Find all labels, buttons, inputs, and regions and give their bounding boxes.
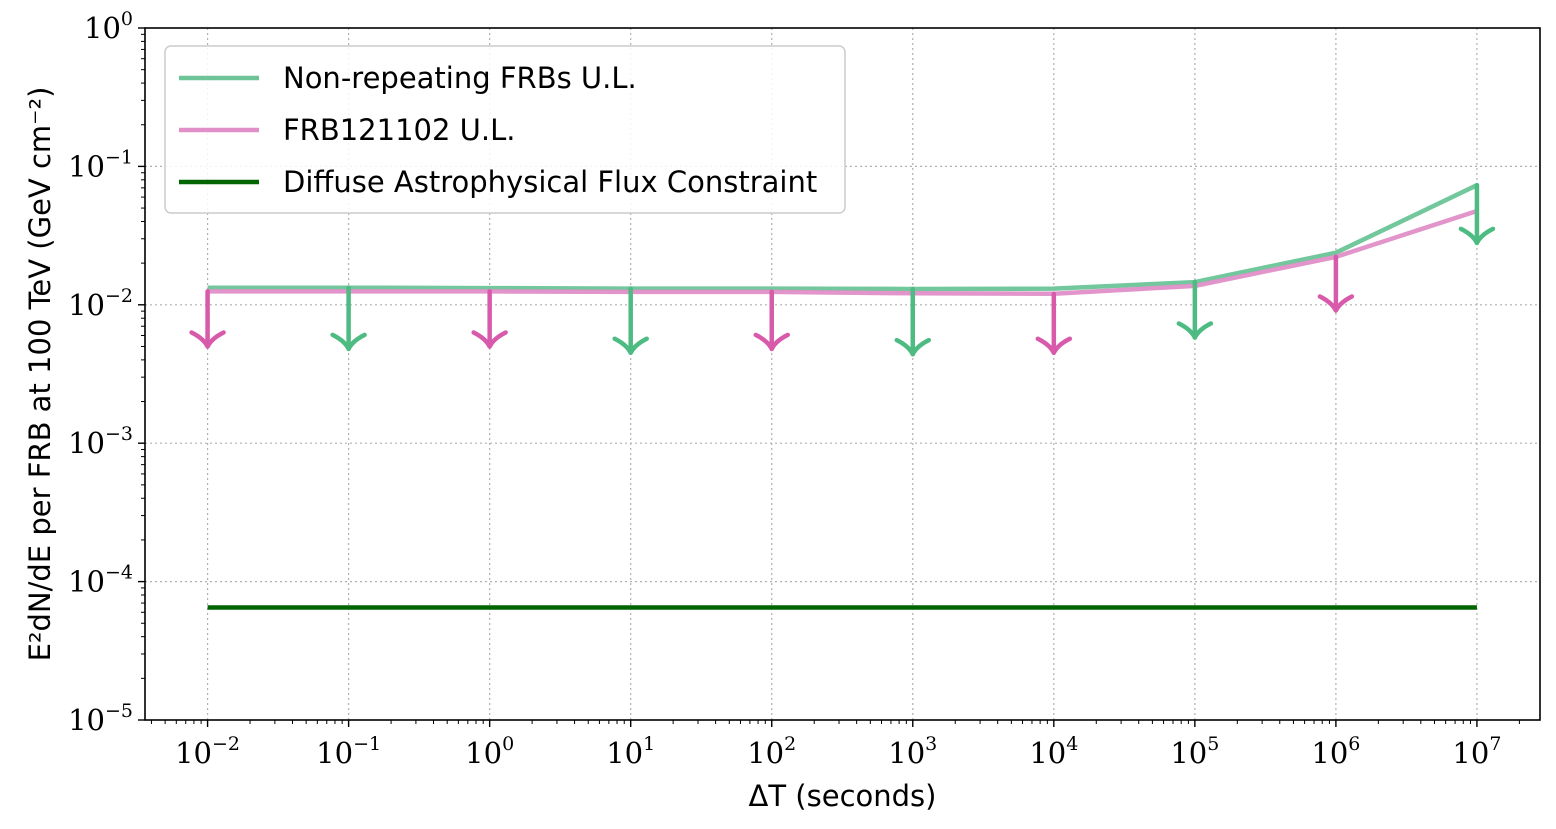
x-tick-exp: −1 <box>353 733 381 755</box>
x-tick-base: 10 <box>1311 736 1348 770</box>
upper-limit-arrow <box>330 285 367 352</box>
x-tick-base: 10 <box>465 736 502 770</box>
y-tick-exp: 0 <box>121 8 133 30</box>
x-tick-exp: 5 <box>1207 733 1219 755</box>
x-axis: 10−2 10−1 100 101 102 103 104 105 106 107 <box>150 720 1520 770</box>
y-tick-label: 10−4 <box>68 562 133 599</box>
y-tick-label: 10−5 <box>68 700 133 737</box>
upper-limit-arrows <box>189 182 1496 357</box>
upper-limit-arrow <box>1176 279 1214 340</box>
y-tick-base: 10 <box>68 288 105 322</box>
x-tick-base: 10 <box>1452 736 1489 770</box>
x-tick-exp: 0 <box>502 733 514 755</box>
legend-box <box>164 45 846 214</box>
upper-limit-arrow <box>471 289 508 349</box>
x-tick-label: 107 <box>1452 733 1501 770</box>
x-tick-label: 10−2 <box>175 733 240 770</box>
x-tick-label: 105 <box>1170 733 1219 770</box>
x-axis-label: ΔT (seconds) <box>749 779 937 813</box>
x-tick-exp: 1 <box>643 733 655 755</box>
y-tick-base: 10 <box>84 11 121 45</box>
y-tick-label: 100 <box>84 8 133 45</box>
y-tick-exp: −1 <box>105 146 133 168</box>
y-tick-exp: −3 <box>105 423 133 445</box>
x-tick-base: 10 <box>1170 736 1207 770</box>
legend-entry-label: FRB121102 U.L. <box>283 113 515 147</box>
x-tick-base: 10 <box>606 736 643 770</box>
x-tick-label: 101 <box>606 733 655 770</box>
y-tick-label: 10−2 <box>68 285 133 322</box>
upper-limit-arrow <box>1035 291 1073 356</box>
y-axis-label: E²dN/dE per FRB at 100 TeV (GeV cm⁻²) <box>23 87 57 662</box>
upper-limit-arrow <box>189 289 226 349</box>
x-tick-label: 10−1 <box>316 733 381 770</box>
upper-limit-arrow <box>894 286 932 357</box>
upper-limit-arrow <box>753 289 790 352</box>
x-tick-base: 10 <box>888 736 925 770</box>
legend-entry-label: Diffuse Astrophysical Flux Constraint <box>283 165 817 199</box>
x-tick-label: 102 <box>747 733 796 770</box>
x-tick-label: 104 <box>1029 733 1078 770</box>
plot-frame <box>144 27 1541 721</box>
x-tick-base: 10 <box>1029 736 1066 770</box>
series-line-2 <box>207 208 1478 297</box>
x-tick-base: 10 <box>316 736 353 770</box>
y-tick-base: 10 <box>68 149 105 183</box>
series-layer <box>207 183 1478 610</box>
y-tick-base: 10 <box>68 565 105 599</box>
x-tick-exp: 3 <box>925 733 937 755</box>
upper-limit-arrow <box>1458 182 1496 246</box>
upper-limit-arrow <box>612 286 649 356</box>
y-tick-base: 10 <box>68 703 105 737</box>
legend: Non-repeating FRBs U.L. FRB121102 U.L. Dif… <box>164 45 846 214</box>
y-tick-exp: −2 <box>105 285 133 307</box>
x-tick-exp: 4 <box>1066 733 1078 755</box>
x-tick-base: 10 <box>747 736 784 770</box>
series-line-1 <box>207 183 1478 292</box>
y-tick-label: 10−1 <box>68 146 133 183</box>
y-tick-exp: −5 <box>105 700 133 722</box>
x-tick-label: 103 <box>888 733 937 770</box>
y-tick-label: 10−3 <box>68 423 133 460</box>
x-tick-exp: 6 <box>1348 733 1360 755</box>
y-tick-base: 10 <box>68 426 105 460</box>
x-tick-label: 106 <box>1311 733 1360 770</box>
x-tick-exp: 7 <box>1489 733 1501 755</box>
x-tick-base: 10 <box>175 736 212 770</box>
legend-entry-label: Non-repeating FRBs U.L. <box>283 61 637 95</box>
x-tick-exp: −2 <box>212 733 240 755</box>
y-tick-exp: −4 <box>105 562 133 584</box>
x-tick-label: 100 <box>465 733 514 770</box>
upper-limit-arrow <box>1317 254 1355 313</box>
x-tick-exp: 2 <box>784 733 796 755</box>
